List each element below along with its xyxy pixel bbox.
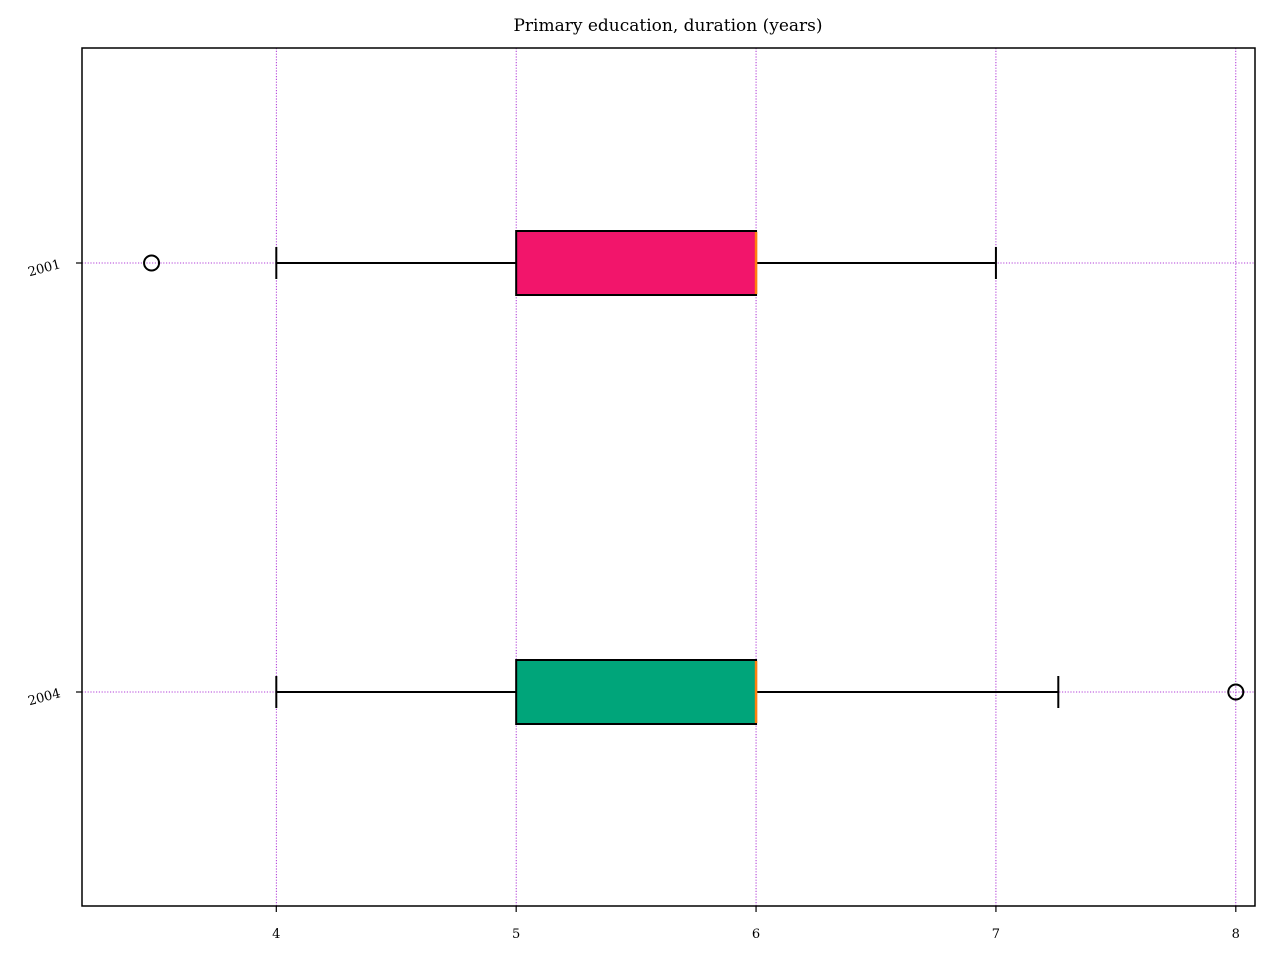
x-tick-label: 5: [512, 927, 520, 942]
box-2001: [515, 230, 758, 296]
y-tick-label: 2004: [26, 686, 62, 709]
x-tick-label: 4: [272, 927, 280, 942]
plot-frame: [81, 47, 1256, 907]
axes: 4 5 6 7 8 2001 2004: [26, 47, 1256, 942]
x-tick-label: 7: [992, 927, 1000, 942]
outlier-point: [1227, 683, 1245, 701]
x-tick-label: 8: [1232, 927, 1240, 942]
x-tick-label: 6: [752, 927, 760, 942]
outlier-point: [143, 254, 161, 272]
y-tick-label: 2001: [26, 257, 62, 280]
box-2004: [515, 659, 758, 725]
grid-lines: [82, 48, 1255, 906]
chart-title: Primary education, duration (years): [513, 16, 822, 36]
box-layer: [143, 230, 1245, 725]
